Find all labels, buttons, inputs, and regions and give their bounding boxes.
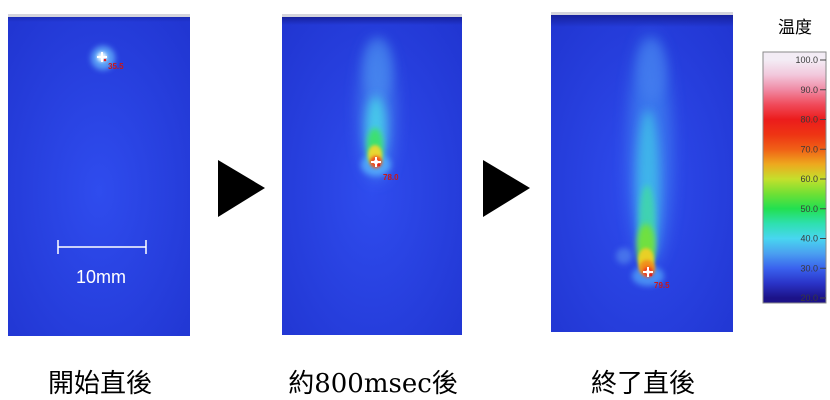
- arrow-right-icon: [483, 160, 530, 217]
- side-halo: [616, 248, 632, 264]
- plume-top: [364, 38, 392, 98]
- panel-caption-800msec: 約800msec後: [288, 369, 458, 399]
- legend-tick-label: 70.0: [800, 144, 818, 154]
- top-shade: [8, 17, 190, 22]
- substrate-edge: [551, 12, 733, 15]
- plume-top: [638, 40, 666, 100]
- legend-tick-label: 20.0: [800, 293, 818, 303]
- scale-bar-label: 10mm: [76, 267, 126, 287]
- crosshair-dot: [377, 163, 381, 167]
- thermal-panel-800msec: 78.0: [282, 14, 462, 335]
- legend-tick-label: 30.0: [800, 263, 818, 273]
- crosshair-dot: [649, 273, 653, 277]
- legend-color-bar: [762, 51, 827, 304]
- top-shade: [551, 15, 733, 27]
- scale-bar: [57, 240, 147, 254]
- panel-caption-end: 終了直後: [591, 369, 695, 399]
- thermal-panel-start: 35.5 10mm: [8, 14, 190, 336]
- crosshair-icon: [643, 267, 653, 277]
- crosshair-icon: [371, 157, 381, 167]
- thermal-panel-end: 79.5: [551, 12, 733, 332]
- temperature-legend: 温度 100.0 90.0 80.0 70.0 60.0 50.0 40.0 3…: [762, 18, 827, 304]
- legend-tick-marks: [820, 59, 826, 299]
- substrate-edge: [8, 14, 190, 17]
- temperature-readout: 78.0: [383, 173, 399, 182]
- legend-tick-label: 40.0: [800, 234, 818, 244]
- legend-tick-label: 60.0: [800, 174, 818, 184]
- crosshair-icon: [97, 52, 107, 62]
- legend-tick-label: 80.0: [800, 115, 818, 125]
- crosshair-dot: [103, 58, 107, 62]
- top-shade: [282, 17, 462, 25]
- temperature-readout: 79.5: [654, 281, 670, 290]
- legend-tick-label: 50.0: [800, 204, 818, 214]
- legend-tick-label: 90.0: [800, 85, 818, 95]
- legend-title: 温度: [778, 18, 812, 38]
- arrow-right-icon: [218, 160, 265, 217]
- substrate-edge: [282, 14, 462, 17]
- temperature-readout: 35.5: [108, 62, 124, 71]
- panel-caption-start: 開始直後: [48, 369, 152, 399]
- legend-tick-label: 100.0: [795, 55, 818, 65]
